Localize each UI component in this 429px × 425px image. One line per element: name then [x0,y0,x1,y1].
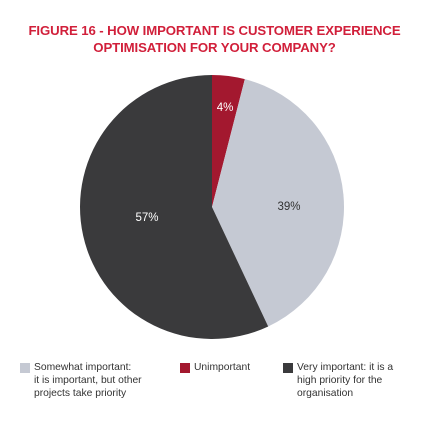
pie-slice-very-important [80,75,269,339]
legend-swatch-somewhat-important [20,363,30,373]
legend-item-very-important: Very important: it is a high priority fo… [283,361,393,400]
pie-slice-unimportant [212,75,245,207]
legend-item-somewhat-important: Somewhat important: it is important, but… [20,361,142,400]
chart-title-line-1: FIGURE 16 - HOW IMPORTANT IS CUSTOMER EX… [28,23,401,38]
legend-swatch-unimportant [180,363,190,373]
chart-title: FIGURE 16 - HOW IMPORTANT IS CUSTOMER EX… [0,22,429,56]
slice-label-somewhat-important: 39% [277,201,300,213]
legend-swatch-very-important [283,363,293,373]
pie-slice-somewhat-important [212,79,344,327]
legend-label-somewhat-important: Somewhat important: it is important, but… [34,362,142,399]
legend-label-unimportant: Unimportant [194,362,251,373]
legend-item-unimportant: Unimportant [180,361,250,374]
slice-label-unimportant: 4% [217,102,234,114]
legend-label-very-important: Very important: it is a high priority fo… [297,362,394,399]
chart-title-line-2: OPTIMISATION FOR YOUR COMPANY? [93,40,336,55]
slice-label-very-important: 57% [135,212,158,224]
